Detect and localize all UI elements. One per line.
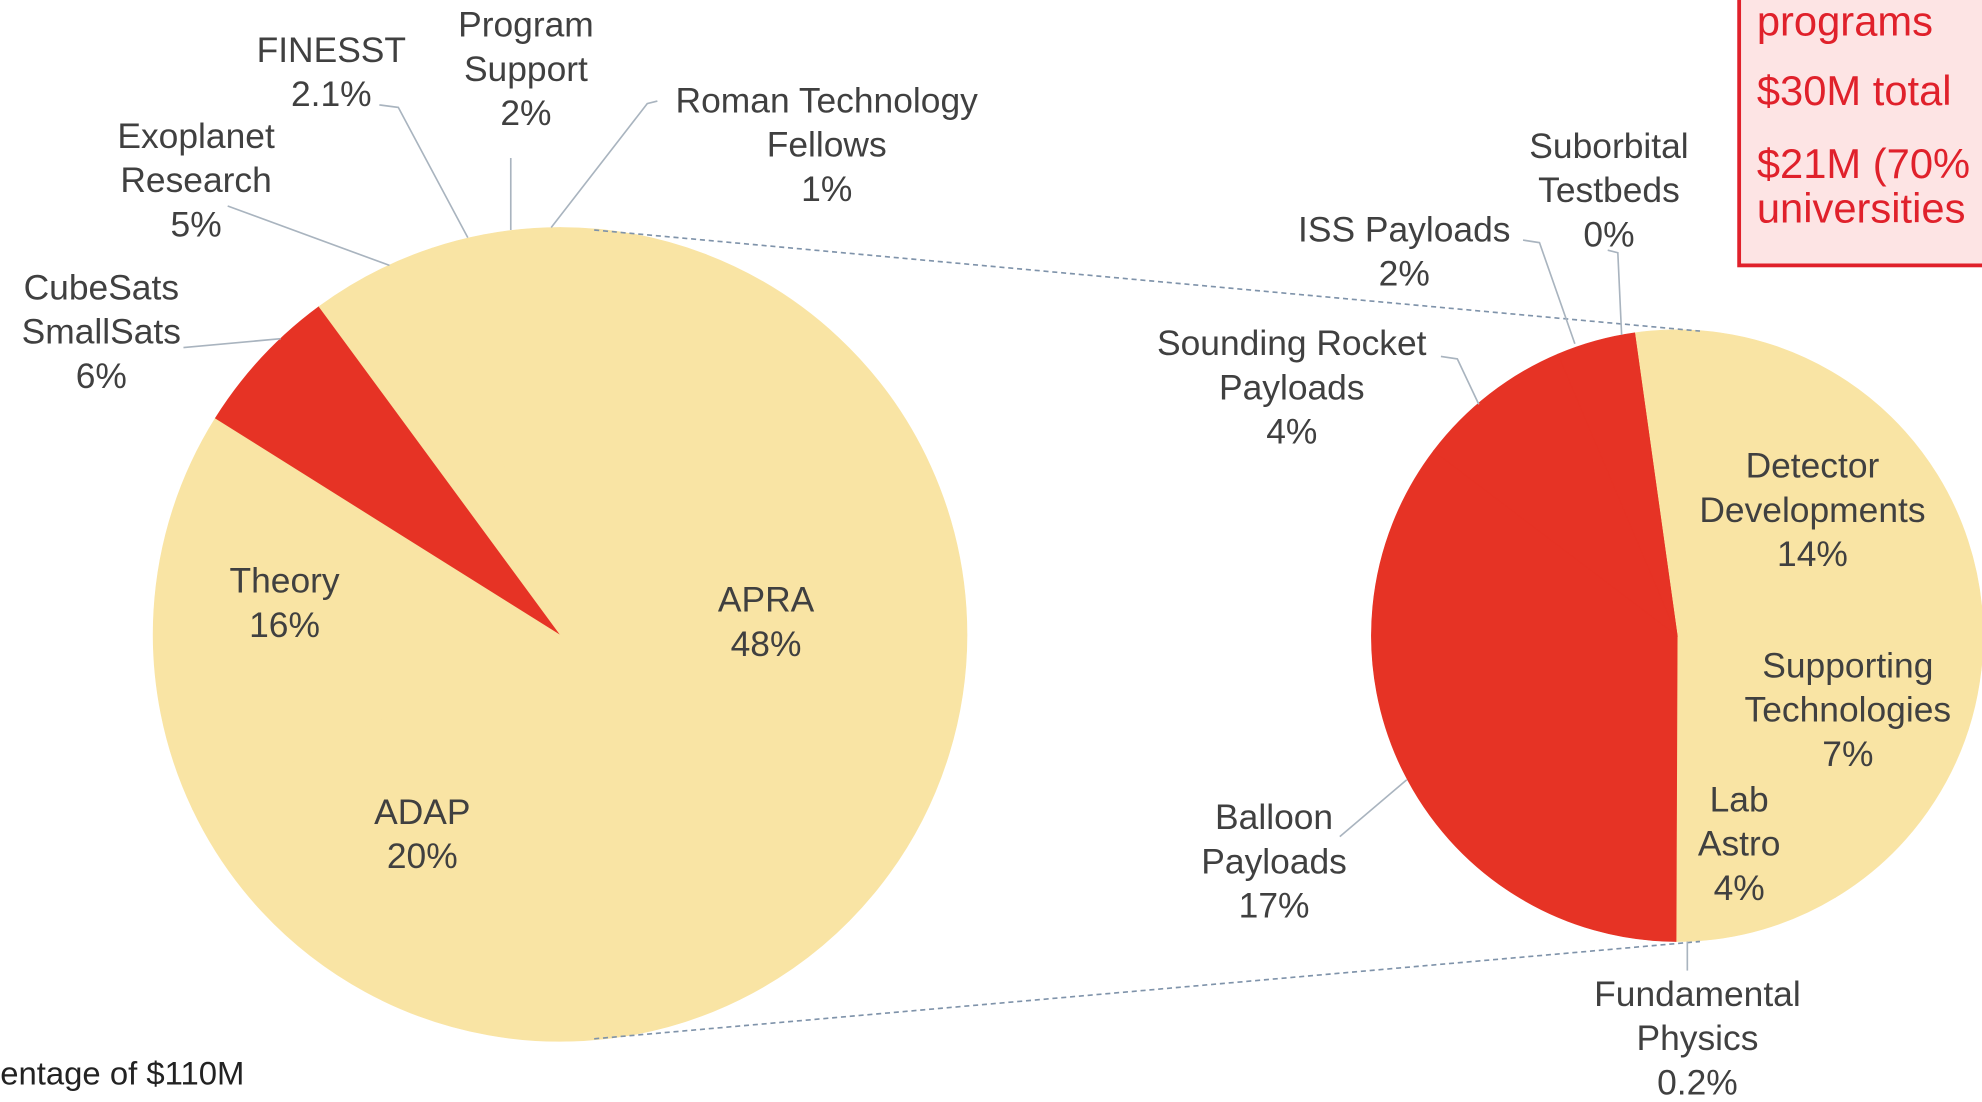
leader-line	[379, 104, 469, 238]
pie-slice	[1676, 634, 1836, 942]
slice-label: CubeSats SmallSats 6%	[7, 265, 197, 398]
slice-label: Balloon Payloads 17%	[1186, 795, 1363, 928]
slice-name: ADAP	[374, 792, 471, 832]
slice-value-label: 20%	[386, 836, 458, 876]
slice-label-area: ISS Payloads 2%	[1265, 207, 1543, 295]
pie-slice	[1676, 635, 1982, 898]
slice-value-label: 1%	[801, 169, 853, 209]
slice-label: Lab Astro 4%	[1695, 777, 1783, 910]
slice-value-label: 7%	[1822, 734, 1874, 774]
pie-slice	[1371, 450, 1678, 942]
slice-value-label: 2%	[1378, 254, 1430, 294]
pie-slice	[152, 417, 561, 810]
slice-name: Balloon Payloads	[1201, 797, 1347, 881]
slice-label: Supporting Technologies 7%	[1721, 643, 1974, 776]
slice-value-label: 0%	[1583, 214, 1635, 255]
slice-label: Sounding Rocket Payloads 4%	[1134, 321, 1450, 454]
leader-line	[550, 100, 658, 228]
slice-name: Lab Astro	[1697, 779, 1781, 864]
slice-value-label: 5%	[170, 204, 222, 244]
slice-value-label: 14%	[1777, 534, 1848, 574]
slice-value-label: 4%	[1713, 868, 1765, 908]
note-text: programs	[1756, 0, 1933, 45]
slice-value-label: 2%	[500, 93, 552, 133]
slice-value-label: 0.2%	[1657, 1062, 1738, 1102]
slice-label: Exoplanet Research 5%	[101, 114, 291, 247]
slice-value-label: 6%	[75, 356, 127, 396]
slice-name: Detector Developments	[1699, 446, 1926, 530]
pie-slice	[214, 306, 561, 635]
leader-line	[1607, 249, 1623, 335]
slice-name: APRA	[717, 580, 815, 620]
slice-name: ISS Payloads	[1298, 209, 1511, 249]
slice-value-label: 17%	[1238, 885, 1310, 926]
slice-name: Suborbital Testbeds	[1529, 126, 1689, 210]
leader-line	[1440, 355, 1480, 405]
slice-label: Theory 16%	[158, 559, 411, 647]
slice-name: Program Support	[458, 5, 594, 89]
note-box	[1737, 0, 1982, 268]
note-area: programs $30M total $21M (70%universities	[1756, 0, 1971, 232]
slice-name: Sounding Rocket Payloads	[1157, 323, 1427, 407]
slice-name: Fundamental Physics	[1594, 974, 1801, 1058]
note-text: $30M total	[1756, 66, 1952, 114]
note-text: $21M (70%	[1756, 140, 1971, 188]
leader-line	[1339, 779, 1408, 838]
slice-name: CubeSats SmallSats	[21, 267, 181, 352]
pie-slice	[192, 633, 613, 1042]
slice-label: Detector Developments 14%	[1680, 444, 1945, 577]
leader-line	[1522, 239, 1576, 345]
leader-line	[183, 337, 281, 349]
note-text: universities	[1756, 184, 1966, 232]
connector-line	[594, 940, 1701, 1040]
pie-slice	[534, 227, 561, 635]
slice-value-label: 4%	[1266, 411, 1318, 452]
slice-label: Fundamental Physics 0.2%	[1577, 972, 1817, 1102]
slice-name: Supporting Technologies	[1744, 645, 1952, 730]
slice-label: Program Support 2%	[444, 3, 608, 136]
pie-slice	[1634, 329, 1982, 671]
footnote-area: entage of $110M	[0, 1053, 245, 1092]
leader-line	[227, 205, 390, 267]
slice-value-label: 2.1%	[290, 74, 372, 114]
slice-label: ISS Payloads 2%	[1265, 207, 1543, 295]
slice-label: Roman Technology Fellows 1%	[650, 78, 1004, 211]
slice-name: Theory	[229, 561, 340, 601]
slice-label: FINESST 2.1%	[237, 28, 427, 116]
slice-name: Exoplanet Research	[117, 116, 275, 200]
pie-slice	[559, 227, 968, 1039]
pie-slice	[1433, 353, 1678, 637]
slice-value-label: 48%	[730, 624, 802, 664]
slice-name: Roman Technology Fellows	[675, 80, 978, 165]
slice-name: FINESST	[256, 30, 407, 70]
footnote: entage of $110M	[0, 1053, 245, 1092]
slice-value-label: 16%	[249, 605, 320, 645]
slice-label: ADAP 20%	[296, 790, 549, 878]
slice-label: APRA 48%	[640, 578, 893, 666]
pie-slice	[1557, 332, 1678, 636]
slice-label: Suborbital Testbeds 0%	[1514, 124, 1704, 257]
